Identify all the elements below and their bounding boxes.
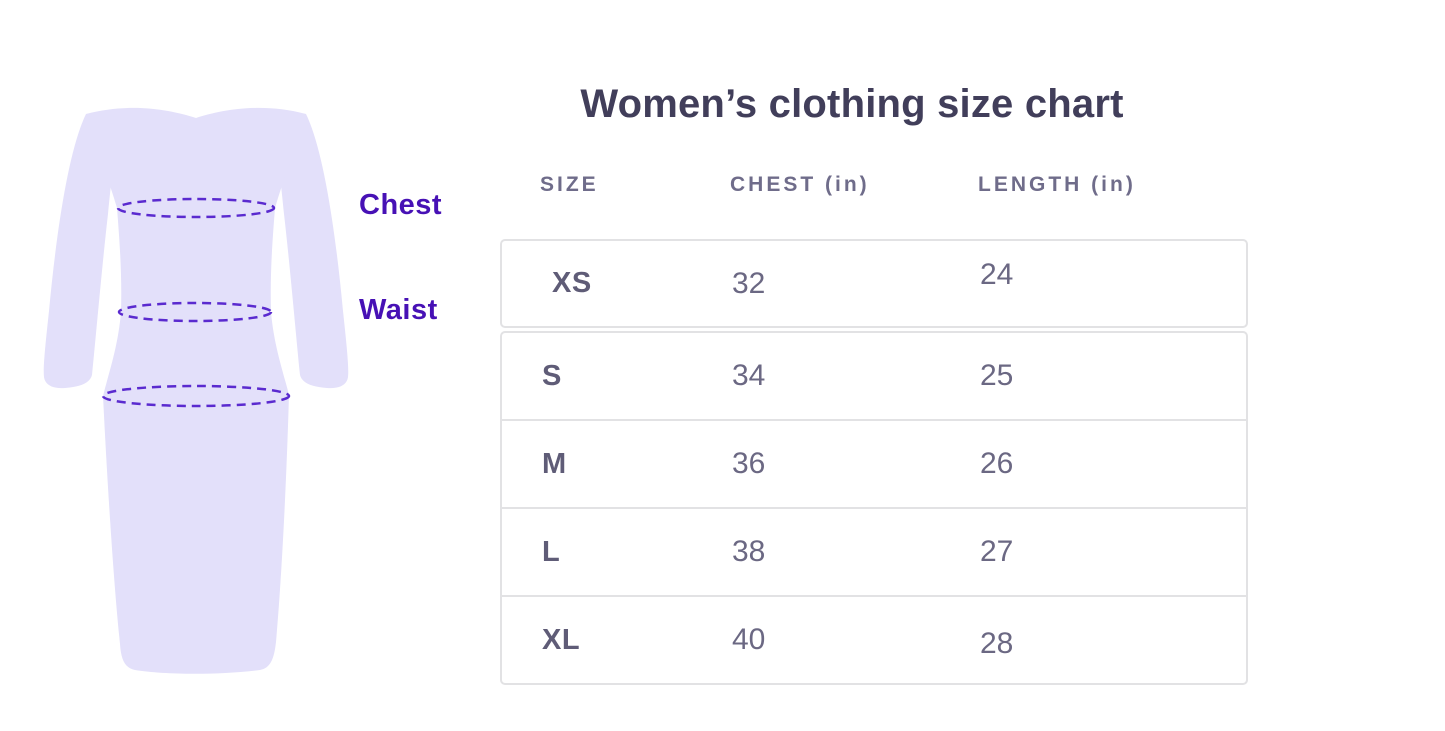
chest-measure-line [116, 197, 276, 219]
table-row: S 34 25 [502, 333, 1246, 419]
waist-label: Waist [359, 294, 438, 326]
column-header-size: SIZE [540, 173, 599, 196]
length-cell: 28 [980, 627, 1014, 660]
length-cell: 24 [980, 257, 1014, 291]
table-box-main: S 34 25 M 36 26 L 38 27 XL 40 28 [500, 331, 1248, 685]
chest-cell: 32 [732, 266, 766, 300]
hip-measure-line [101, 384, 291, 408]
chest-cell: 40 [732, 623, 766, 656]
dress-body [86, 107, 306, 674]
table-row: L 38 27 [502, 507, 1246, 595]
length-cell: 25 [980, 359, 1014, 392]
table-row: XS 32 24 [502, 241, 1246, 326]
size-cell: S [542, 359, 562, 392]
chest-cell: 34 [732, 359, 766, 392]
chest-cell: 36 [732, 447, 766, 480]
waist-measure-line [117, 301, 273, 323]
length-cell: 27 [980, 535, 1014, 568]
table-box-xs: XS 32 24 [500, 239, 1248, 328]
dress-right-sleeve [271, 113, 349, 389]
page-title: Women’s clothing size chart [580, 82, 1124, 126]
size-cell: M [542, 447, 567, 480]
chest-label: Chest [359, 189, 443, 221]
size-table: XS 32 24 S 34 25 M 36 26 L 38 27 XL [500, 239, 1248, 685]
column-header-length: LENGTH (in) [978, 173, 1136, 196]
table-row: M 36 26 [502, 419, 1246, 507]
dress-left-sleeve [43, 113, 122, 389]
size-cell: L [542, 535, 561, 568]
column-header-chest: CHEST (in) [730, 173, 870, 196]
length-cell: 26 [980, 447, 1014, 480]
chest-cell: 38 [732, 535, 766, 568]
size-cell: XL [542, 623, 581, 656]
table-row: XL 40 28 [502, 595, 1246, 683]
table-header-row: SIZE CHEST (in) LENGTH (in) [500, 170, 1248, 200]
dress-illustration [43, 107, 349, 674]
size-cell: XS [552, 267, 592, 299]
